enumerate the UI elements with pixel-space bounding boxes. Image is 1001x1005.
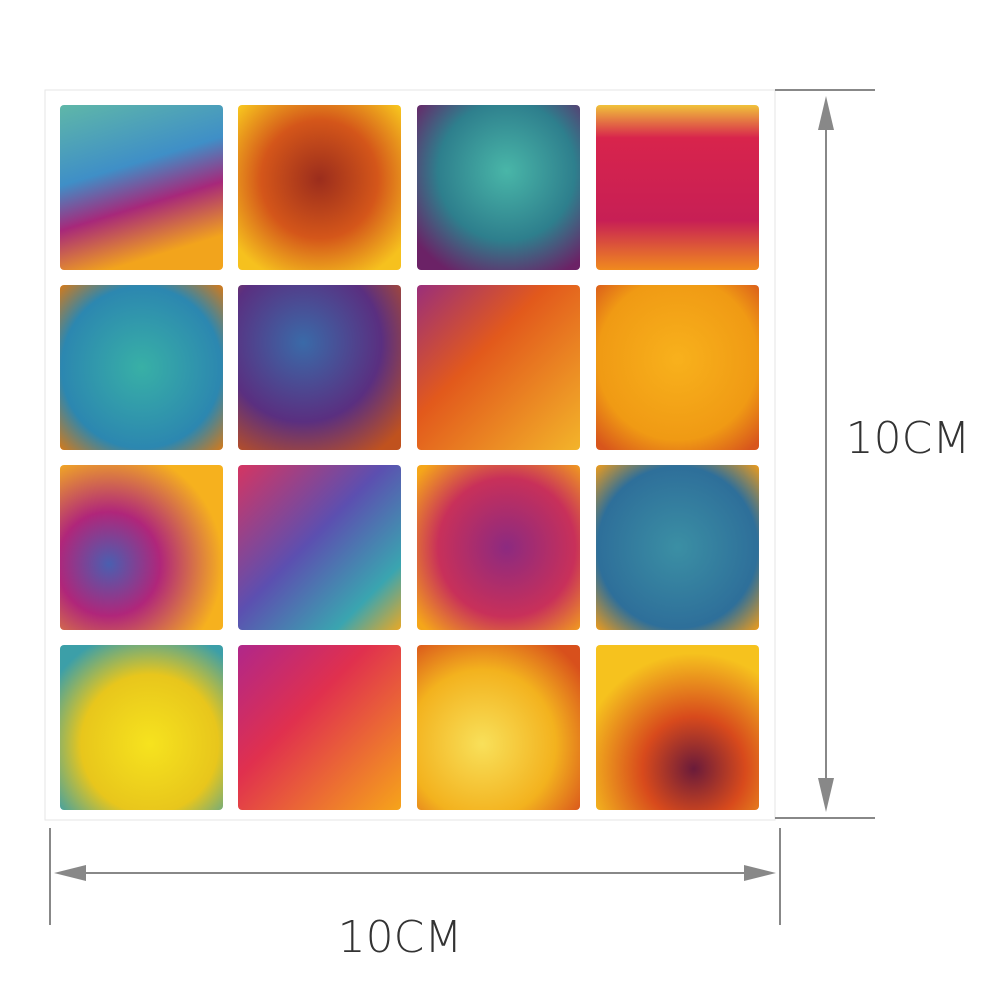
tile: [417, 285, 580, 450]
height-label: 10CM: [846, 413, 971, 464]
tile: [596, 105, 759, 270]
width-dimension: [49, 828, 781, 925]
tile: [60, 465, 223, 630]
arrow-head: [818, 96, 834, 130]
arrow-head: [744, 865, 776, 881]
arrow-head: [818, 778, 834, 812]
tile: [60, 285, 223, 450]
width-label: 10CM: [338, 912, 463, 963]
tile: [596, 285, 759, 450]
tile: [60, 645, 223, 810]
tile: [60, 105, 223, 270]
tile: [417, 645, 580, 810]
tile: [596, 645, 759, 810]
height-dimension: [775, 89, 875, 819]
arrow-head: [54, 865, 86, 881]
mosaic-tiles: [60, 105, 759, 810]
tile: [238, 105, 401, 270]
tile: [417, 105, 580, 270]
tile: [238, 465, 401, 630]
tile: [238, 645, 401, 810]
tile: [238, 285, 401, 450]
tile: [417, 465, 580, 630]
tile: [596, 465, 759, 630]
